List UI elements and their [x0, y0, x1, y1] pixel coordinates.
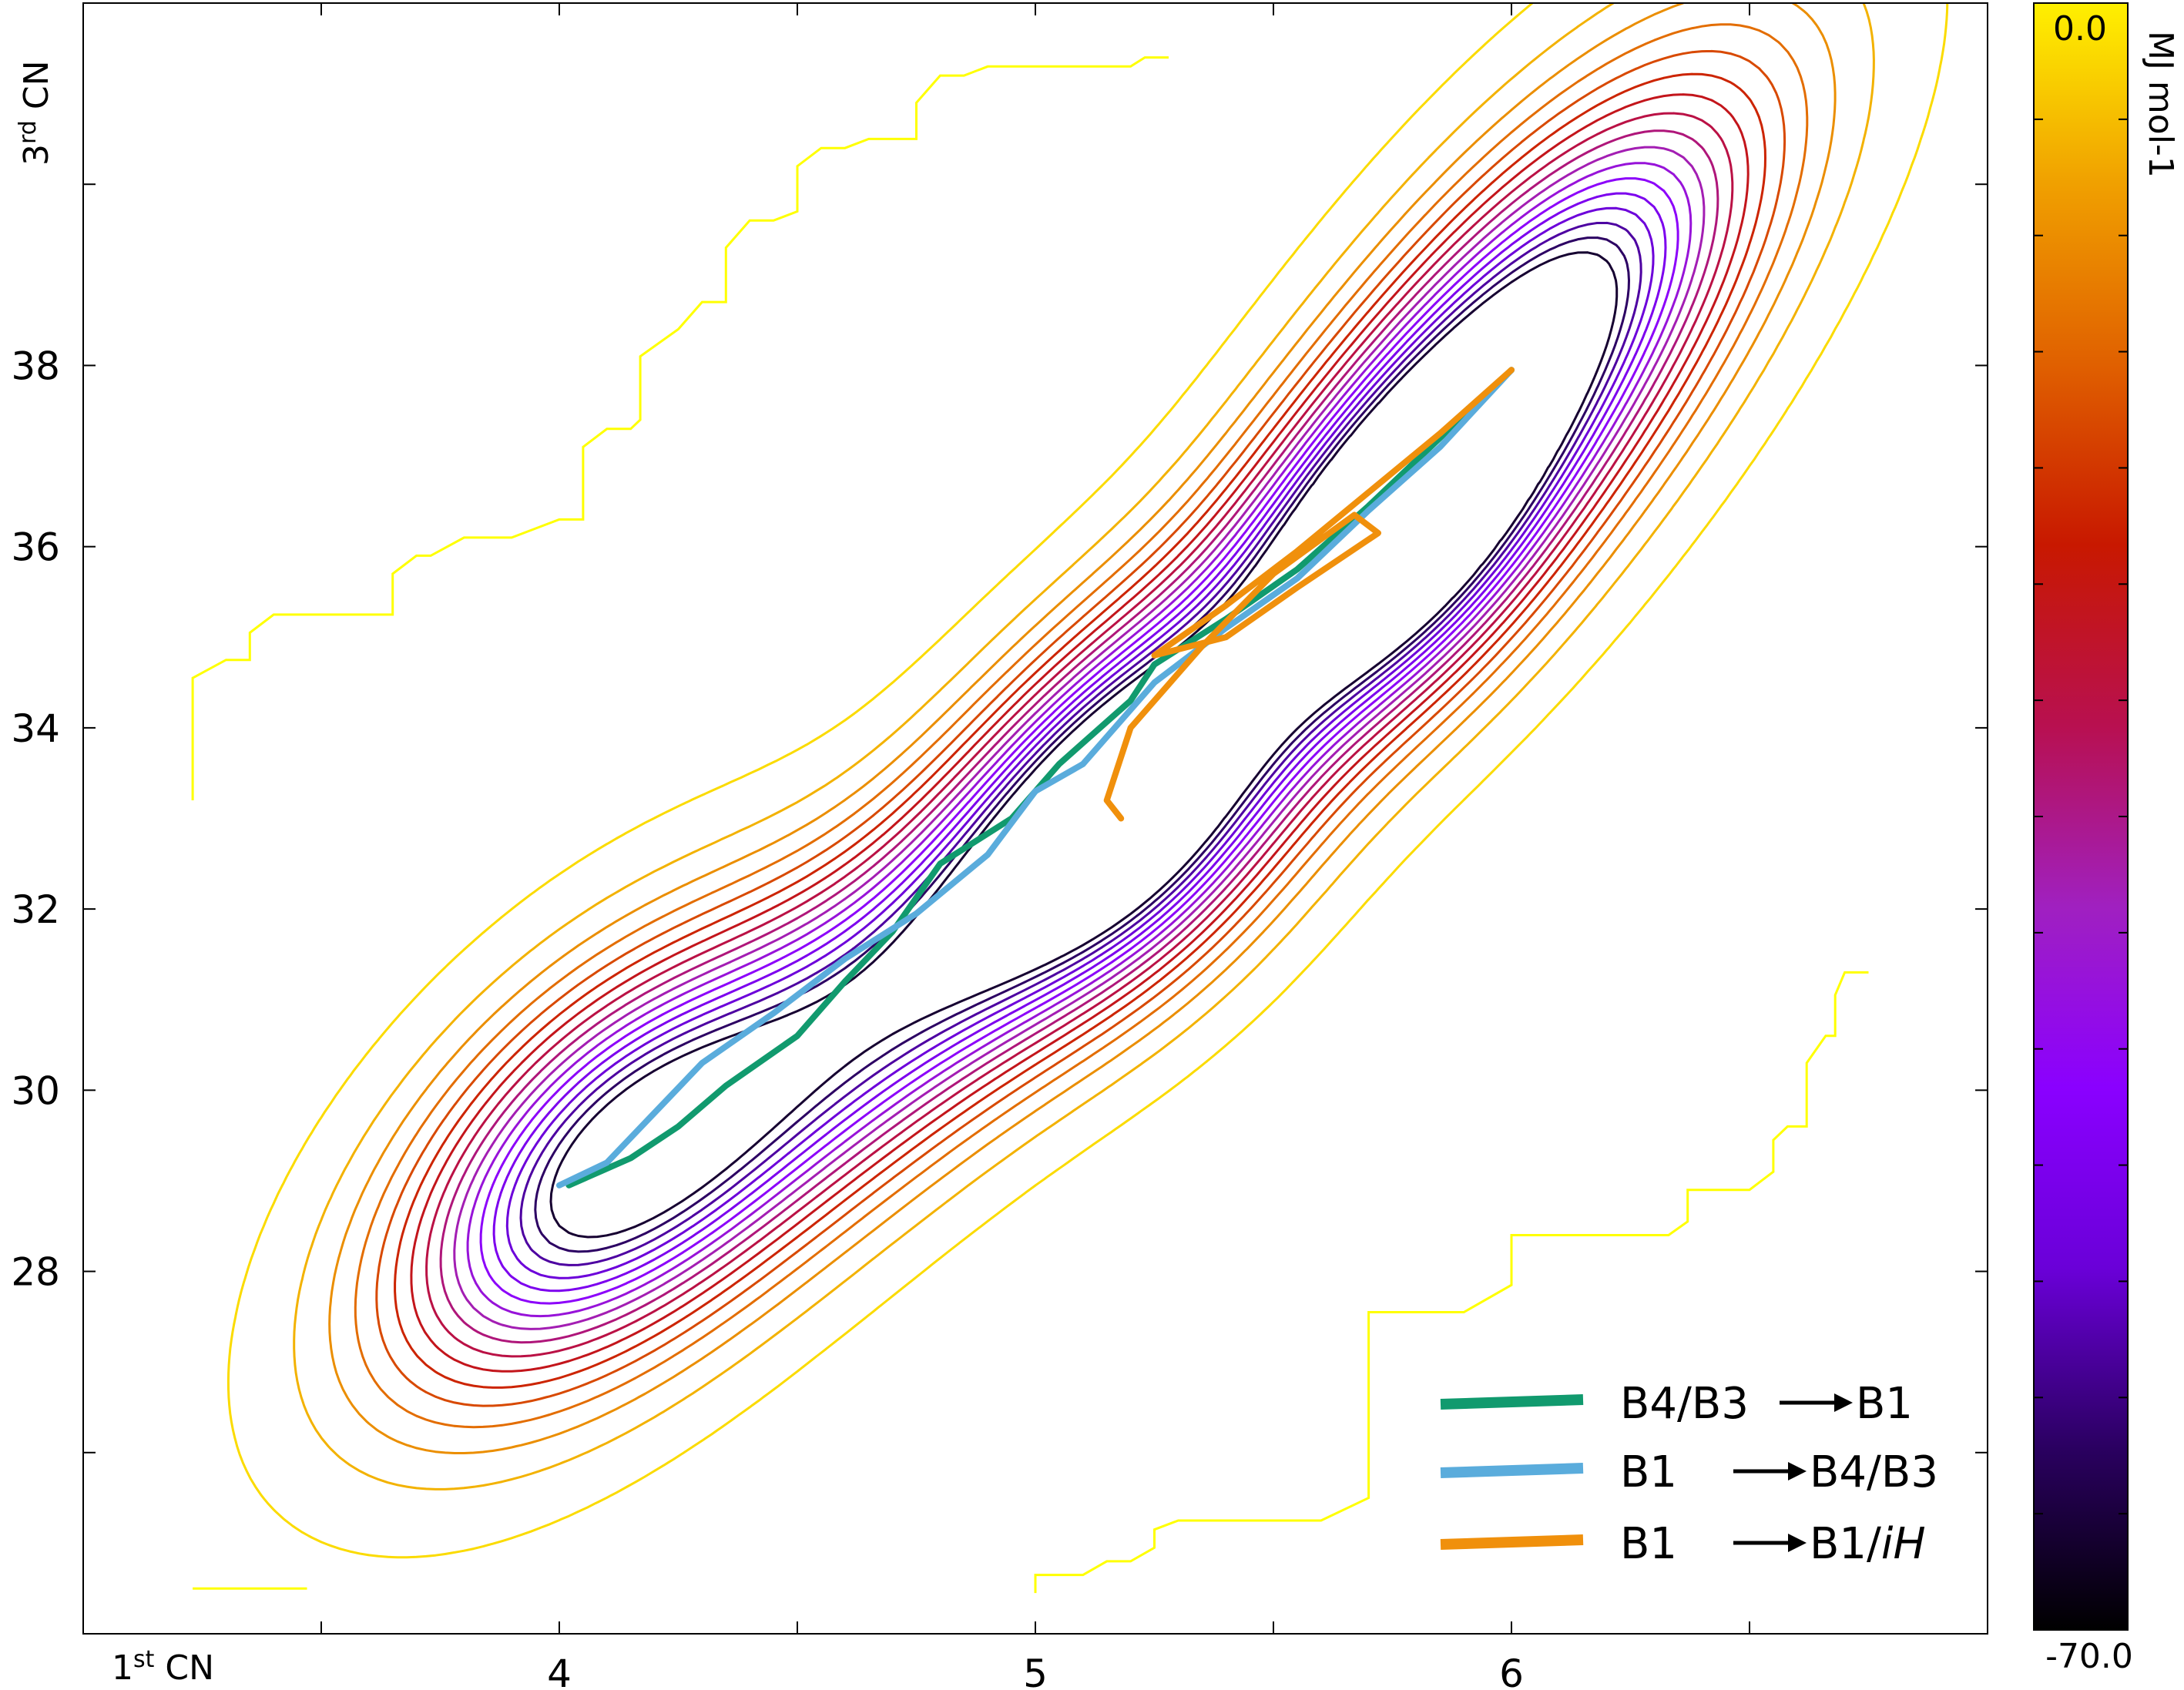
legend-from-label: B1: [1620, 1519, 1677, 1569]
axis-ticks: 4 5 6 28 30 32 34 36 38: [11, 3, 1988, 1690]
legend-swatch: [1440, 1534, 1584, 1550]
boundary-contours: [191, 56, 1869, 1594]
contour-line: [479, 177, 1679, 1305]
x-tick-label: 6: [1499, 1651, 1524, 1690]
legend-swatch: [1440, 1463, 1584, 1478]
contour-line: [519, 221, 1642, 1266]
y-tick-label: 38: [11, 344, 60, 388]
legend-to-label: B1: [1856, 1379, 1913, 1429]
colorbar-title: MJ mol-1: [2141, 31, 2180, 178]
contour-line: [492, 192, 1667, 1293]
contour-line: [375, 49, 1786, 1407]
colorbar-gradient: [2033, 2, 2129, 1631]
contour-line: [505, 206, 1655, 1279]
contour-line: [534, 236, 1630, 1253]
contour-line: [354, 23, 1809, 1429]
y-tick-label: 30: [11, 1068, 60, 1113]
series-line: [1103, 367, 1515, 822]
x-tick-label: 5: [1023, 1651, 1048, 1690]
legend-from-label: B4/B3: [1620, 1379, 1749, 1429]
energy-contours: [226, 3, 1949, 1559]
y-tick-label: 28: [11, 1250, 60, 1295]
colorbar-max-label: 0.0: [2053, 9, 2107, 49]
series-line: [556, 367, 1515, 1189]
boundary-contour-upper: [191, 56, 1169, 800]
legend: B4/B3 B1 B1 B4/B3 B1 B1/iH: [1440, 1379, 1938, 1569]
legend-to-label: B1/iH: [1810, 1519, 1926, 1569]
contour-line: [425, 112, 1734, 1358]
x-axis-title: 1st CN: [112, 1646, 214, 1688]
y-tick-label: 32: [11, 887, 60, 932]
boundary-contour-lower: [1034, 971, 1869, 1594]
contour-line: [466, 162, 1693, 1318]
legend-from-label: B1: [1620, 1447, 1677, 1497]
contour-line: [328, 3, 1837, 1454]
legend-swatch: [1440, 1394, 1584, 1410]
legend-arrow-head: [1788, 1534, 1807, 1552]
contour-line: [394, 72, 1766, 1389]
legend-arrow-head: [1834, 1393, 1853, 1412]
y-axis-title: 3rd CN: [15, 61, 56, 166]
plot-area: [83, 3, 1988, 1634]
colorbar-ticks: [2034, 118, 2128, 1515]
colorbar: 0.0 -70.0 MJ mol-1: [2033, 2, 2180, 1676]
y-tick-label: 36: [11, 525, 60, 570]
colorbar-min-label: -70.0: [2045, 1637, 2133, 1676]
y-tick-label: 34: [11, 706, 60, 751]
contour-line: [453, 146, 1706, 1330]
legend-to-label: B4/B3: [1810, 1447, 1938, 1497]
x-tick-label: 4: [547, 1651, 572, 1690]
contour-line: [226, 3, 1949, 1559]
contour-line: [410, 93, 1750, 1373]
legend-arrow-head: [1788, 1462, 1807, 1480]
pathway-series: [556, 367, 1515, 1189]
contour-line: [439, 129, 1719, 1344]
contour-line: [293, 3, 1875, 1490]
